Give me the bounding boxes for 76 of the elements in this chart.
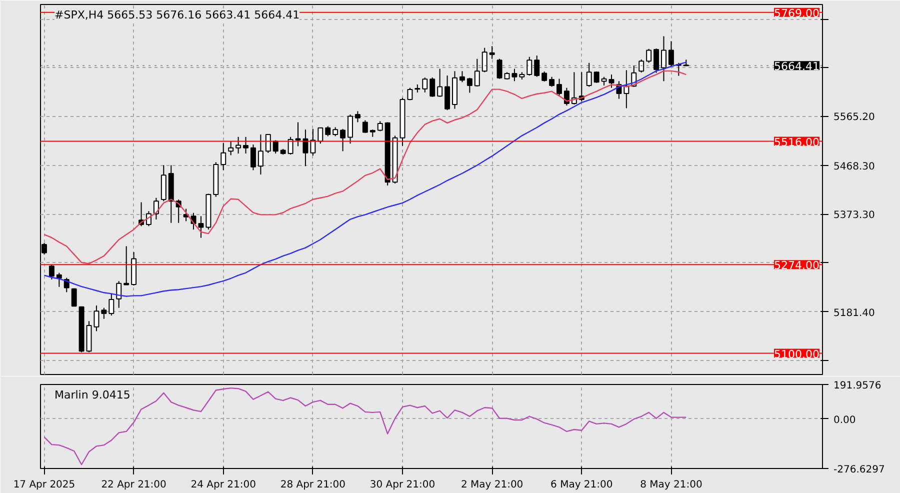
- candlestick: [198, 216, 204, 238]
- candlestick: [348, 114, 353, 144]
- candlestick: [325, 126, 331, 137]
- candlestick: [56, 272, 62, 288]
- y-tick-label: 5565.20: [834, 112, 875, 124]
- candlestick: [265, 134, 271, 154]
- candlestick: [646, 48, 652, 64]
- x-tick-label: 6 May 21:00: [550, 480, 613, 490]
- candlestick: [124, 246, 130, 286]
- candlestick: [318, 127, 324, 144]
- x-tick-label: 8 May 21:00: [640, 480, 702, 490]
- candlestick: [534, 55, 540, 78]
- candlestick: [302, 129, 308, 167]
- candlestick: [586, 62, 592, 88]
- line-series: [44, 387, 687, 466]
- ref-line-label: 5274.00: [774, 259, 820, 272]
- candlestick: [108, 292, 114, 316]
- candlestick: [444, 74, 450, 111]
- candlestick: [101, 307, 107, 320]
- candlestick: [459, 70, 465, 83]
- candlestick: [116, 280, 122, 308]
- candlestick: [288, 136, 294, 156]
- candlestick: [668, 40, 674, 67]
- candlestick: [482, 47, 488, 73]
- candlestick: [377, 120, 383, 132]
- candlestick: [512, 68, 518, 82]
- candlestick: [489, 46, 495, 60]
- y-tick-label: 5373.30: [834, 210, 875, 222]
- y-tick-label: 191.9576: [834, 380, 882, 392]
- candlestick: [542, 70, 548, 82]
- x-tick-label: 28 Apr 21:00: [280, 480, 346, 490]
- candlestick: [258, 134, 264, 176]
- candlestick: [556, 78, 562, 97]
- candlestick: [549, 76, 555, 88]
- ref-line-label: 5100.00: [774, 348, 820, 361]
- y-tick-label: 0.00: [834, 414, 856, 426]
- candlestick: [564, 87, 570, 106]
- candlestick: [354, 110, 360, 123]
- candlestick: [474, 58, 480, 87]
- candlestick: [654, 48, 660, 74]
- ref-line-label: 5664.41: [774, 60, 820, 74]
- candlestick: [243, 136, 248, 154]
- candlestick: [407, 87, 413, 101]
- candlestick: [295, 122, 301, 147]
- chart-title: Marlin 9.0415: [54, 388, 130, 402]
- candlestick: [310, 128, 316, 156]
- y-tick-label: -276.6297: [834, 464, 885, 476]
- candlestick: [526, 56, 532, 76]
- x-tick-label: 30 Apr 21:00: [370, 480, 436, 490]
- candlestick: [430, 76, 436, 98]
- candlestick: [220, 142, 226, 171]
- candlestick: [661, 36, 666, 82]
- y-tick-label: 5468.30: [834, 162, 875, 173]
- x-tick-label: 17 Apr 2025: [13, 480, 76, 490]
- chart-title: #SPX,H4 5665.53 5676.16 5663.41 5664.41: [54, 8, 300, 22]
- candlestick: [496, 58, 502, 80]
- line-series: [44, 70, 687, 264]
- candlestick: [153, 197, 159, 220]
- candlestick: [250, 144, 256, 171]
- candlestick: [236, 136, 242, 154]
- candlestick: [638, 58, 644, 73]
- candlestick: [422, 76, 428, 93]
- candlestick: [362, 120, 368, 134]
- candlestick: [228, 140, 234, 156]
- candlestick: [466, 77, 472, 94]
- candlestick: [48, 264, 54, 280]
- x-tick-label: 22 Apr 21:00: [101, 480, 166, 490]
- candlestick: [71, 288, 77, 307]
- x-tick-label: 2 May 21:00: [460, 480, 524, 490]
- candlestick: [437, 68, 443, 98]
- x-tick-label: 24 Apr 21:00: [190, 480, 256, 490]
- ref-line-label: 5769.00: [774, 6, 820, 20]
- y-tick-label: 5181.40: [834, 308, 875, 319]
- ref-line-label: 5516.00: [774, 136, 820, 149]
- candlestick: [340, 128, 346, 152]
- candlestick: [608, 74, 614, 88]
